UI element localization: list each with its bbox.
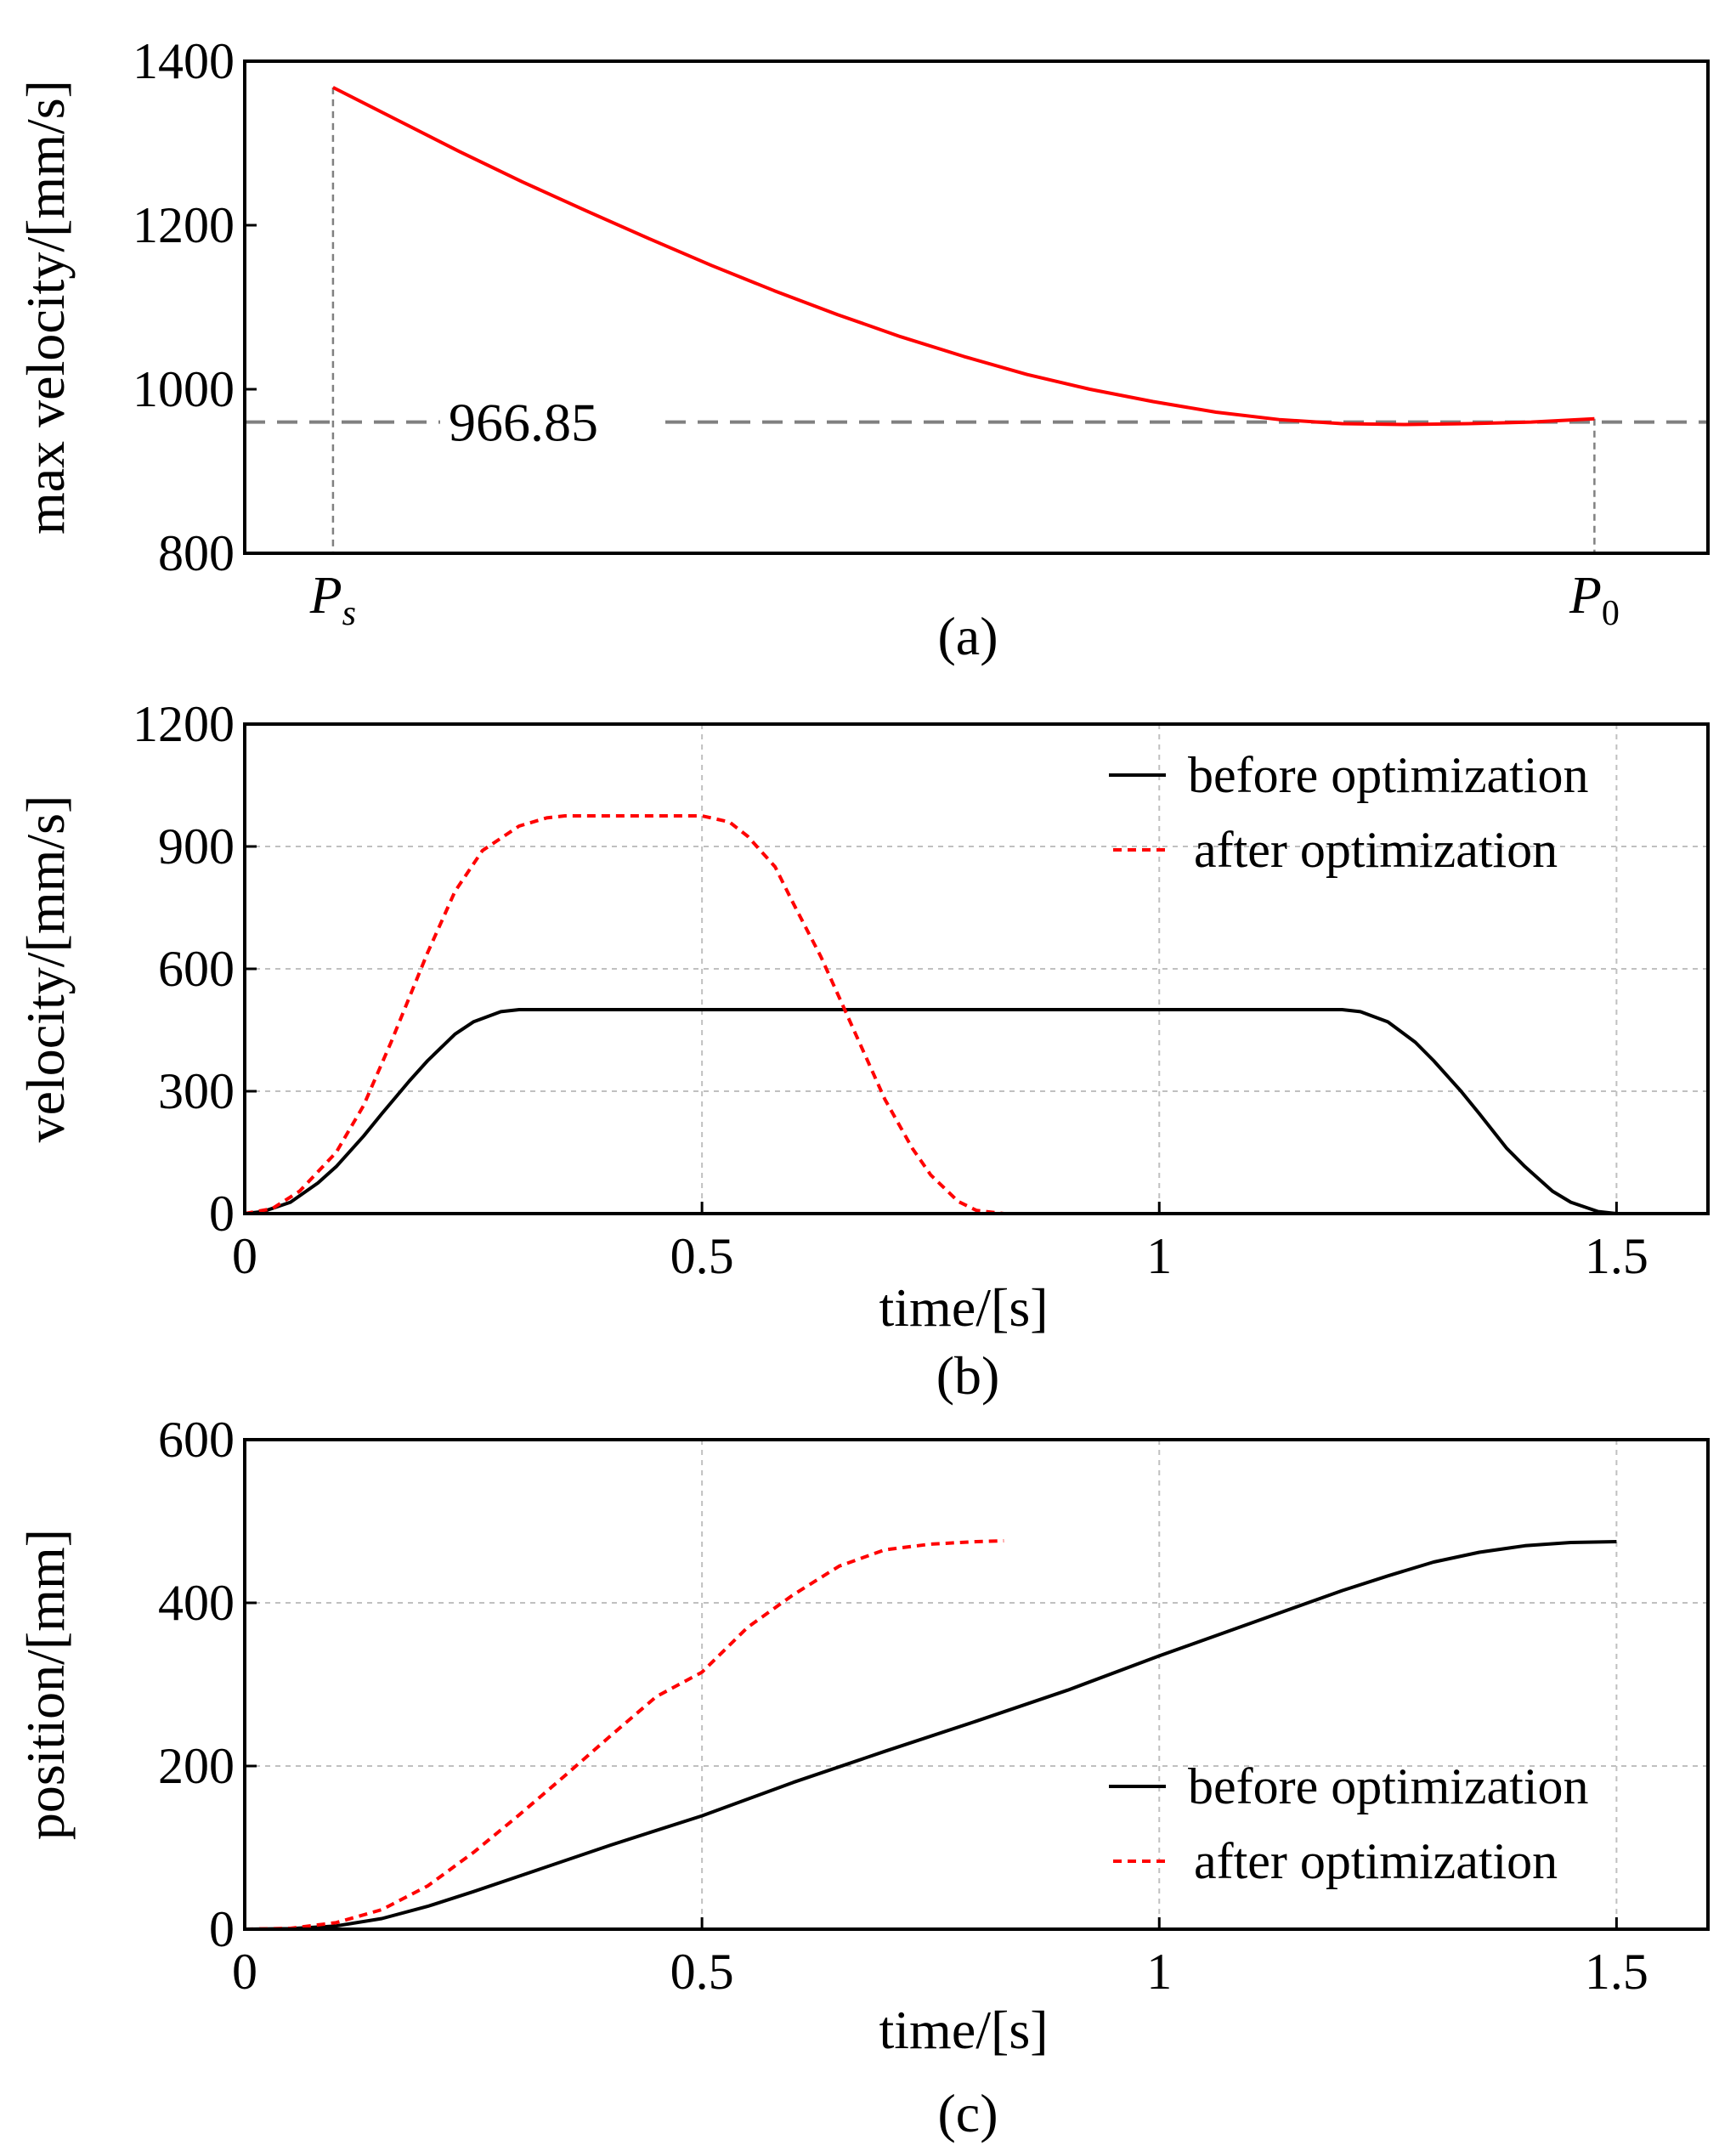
y-tick-label: 200 [158,1738,235,1794]
x-tick-label: 0 [232,1228,257,1284]
y-tick-label: 800 [158,525,235,581]
x-tick-label: 0.5 [670,1228,734,1284]
x-axis-label: time/[s] [879,2000,1048,2060]
y-tick-label: 400 [158,1575,235,1631]
legend-label: before optimization [1188,747,1589,803]
x-tick-label: 0 [232,1944,257,2000]
panel-caption: (b) [936,1345,1000,1406]
y-axis-label: max velocity/[mm/s] [15,80,76,535]
series-line [331,86,1595,427]
chart-c: 0 200 400 600 0 0.5 1 1.5 before optimization aft… [15,1412,1710,2143]
y-tick-label: 0 [209,1901,235,1957]
x-tick-label: 1 [1146,1944,1172,2000]
y-tick-label: 0 [209,1186,235,1242]
legend-label: after optimization [1194,822,1558,878]
y-tick-label: 900 [158,818,235,875]
category-label: Ps [309,567,356,633]
legend-label: after optimization [1194,1833,1558,1889]
chart-b: 0 300 600 900 1200 0 0.5 1 1.5 before optimizatio… [15,696,1710,1406]
category-label: P0 [1569,567,1620,633]
series-line [244,1540,1617,1931]
y-axis-label: position/[mm] [15,1529,76,1840]
y-tick-label: 600 [158,941,235,997]
x-tick-label: 1.5 [1585,1228,1648,1284]
plot-frame [243,59,1710,555]
y-tick-label: 1200 [133,197,235,253]
y-tick-label: 1400 [133,33,235,89]
series-line [244,1008,1617,1215]
y-tick-label: 1000 [133,361,235,417]
plot-frame [243,1438,1710,1931]
y-tick-label: 300 [158,1063,235,1119]
x-tick-label: 1.5 [1585,1944,1648,2000]
panel-caption: (a) [937,606,998,666]
y-axis-label: velocity/[mm/s] [15,795,76,1143]
panel-caption: (c) [937,2083,998,2143]
reference-label: 966.85 [449,393,598,453]
y-tick-label: 1200 [133,696,235,752]
x-tick-label: 1 [1146,1228,1172,1284]
legend-label: before optimization [1188,1758,1589,1814]
x-axis-label: time/[s] [879,1277,1048,1338]
y-tick-label: 600 [158,1412,235,1468]
series-line [244,1539,1004,1931]
x-tick-label: 0.5 [670,1944,734,2000]
chart-a: 800 1000 1200 1400 Ps P0 966.85 max velocity/[m… [15,33,1710,666]
plot-frame [243,722,1710,1215]
series-line [244,814,1004,1215]
